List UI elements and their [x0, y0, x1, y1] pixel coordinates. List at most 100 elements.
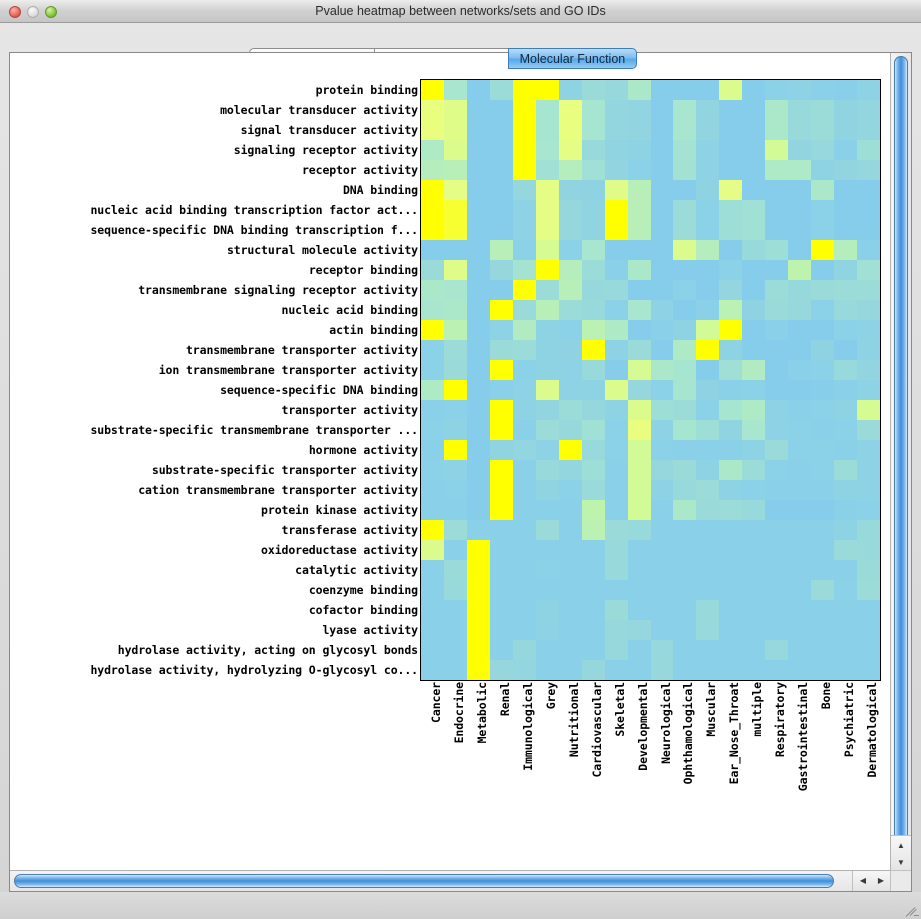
heatmap-cell[interactable] [466, 200, 490, 220]
heatmap-cell[interactable] [719, 80, 743, 100]
heatmap-cell[interactable] [489, 500, 513, 520]
heatmap-cell[interactable] [466, 360, 490, 380]
heatmap-cell[interactable] [696, 240, 720, 260]
heatmap-cell[interactable] [811, 100, 835, 120]
heatmap-cell[interactable] [834, 200, 858, 220]
heatmap-cell[interactable] [673, 580, 697, 600]
heatmap-cell[interactable] [627, 380, 651, 400]
heatmap-cell[interactable] [719, 180, 743, 200]
heatmap-cell[interactable] [466, 300, 490, 320]
heatmap-cell[interactable] [489, 620, 513, 640]
heatmap-cell[interactable] [466, 100, 490, 120]
heatmap-cell[interactable] [742, 660, 766, 680]
heatmap-cell[interactable] [581, 320, 605, 340]
heatmap-cell[interactable] [742, 300, 766, 320]
heatmap-cell[interactable] [581, 480, 605, 500]
heatmap-cell[interactable] [834, 160, 858, 180]
heatmap-cell[interactable] [742, 540, 766, 560]
heatmap-cell[interactable] [604, 320, 628, 340]
heatmap-cell[interactable] [696, 660, 720, 680]
heatmap-cell[interactable] [627, 140, 651, 160]
heatmap-cell[interactable] [627, 80, 651, 100]
heatmap-cell[interactable] [673, 120, 697, 140]
heatmap-cell[interactable] [719, 380, 743, 400]
heatmap-cell[interactable] [604, 140, 628, 160]
heatmap-cell[interactable] [627, 480, 651, 500]
heatmap-cell[interactable] [696, 200, 720, 220]
heatmap-cell[interactable] [512, 280, 536, 300]
heatmap-cell[interactable] [512, 160, 536, 180]
heatmap-cell[interactable] [857, 580, 880, 600]
heatmap-cell[interactable] [558, 240, 582, 260]
tab-molecular-function[interactable]: Molecular Function [507, 48, 638, 69]
heatmap-cell[interactable] [535, 440, 559, 460]
heatmap-cell[interactable] [742, 200, 766, 220]
heatmap-cell[interactable] [581, 600, 605, 620]
heatmap-cell[interactable] [811, 660, 835, 680]
heatmap-cell[interactable] [788, 460, 812, 480]
heatmap-cell[interactable] [673, 360, 697, 380]
heatmap-cell[interactable] [811, 420, 835, 440]
heatmap-cell[interactable] [719, 400, 743, 420]
heatmap-cell[interactable] [421, 160, 444, 180]
heatmap-cell[interactable] [489, 180, 513, 200]
horizontal-scroll-thumb[interactable] [14, 874, 834, 888]
heatmap-cell[interactable] [742, 480, 766, 500]
heatmap-cell[interactable] [512, 440, 536, 460]
heatmap-cell[interactable] [742, 500, 766, 520]
heatmap-cell[interactable] [489, 520, 513, 540]
heatmap-cell[interactable] [788, 240, 812, 260]
heatmap-cell[interactable] [604, 380, 628, 400]
heatmap-cell[interactable] [581, 80, 605, 100]
heatmap-cell[interactable] [811, 240, 835, 260]
heatmap-cell[interactable] [466, 240, 490, 260]
heatmap-cell[interactable] [489, 560, 513, 580]
heatmap-cell[interactable] [857, 440, 880, 460]
heatmap-cell[interactable] [604, 420, 628, 440]
heatmap-cell[interactable] [742, 600, 766, 620]
heatmap-cell[interactable] [558, 400, 582, 420]
heatmap-cell[interactable] [857, 100, 880, 120]
heatmap-cell[interactable] [627, 160, 651, 180]
heatmap-cell[interactable] [788, 260, 812, 280]
heatmap-cell[interactable] [673, 460, 697, 480]
heatmap-cell[interactable] [788, 400, 812, 420]
heatmap-cell[interactable] [535, 520, 559, 540]
heatmap-cell[interactable] [765, 460, 789, 480]
heatmap-cell[interactable] [765, 480, 789, 500]
heatmap-cell[interactable] [719, 460, 743, 480]
heatmap-cell[interactable] [696, 580, 720, 600]
heatmap-cell[interactable] [673, 660, 697, 680]
heatmap-cell[interactable] [650, 540, 674, 560]
heatmap-cell[interactable] [834, 520, 858, 540]
heatmap-cell[interactable] [581, 220, 605, 240]
heatmap-cell[interactable] [696, 140, 720, 160]
heatmap-cell[interactable] [489, 380, 513, 400]
heatmap-cell[interactable] [627, 100, 651, 120]
heatmap-cell[interactable] [719, 200, 743, 220]
heatmap-cell[interactable] [627, 560, 651, 580]
heatmap-cell[interactable] [535, 560, 559, 580]
heatmap-cell[interactable] [421, 140, 444, 160]
heatmap-cell[interactable] [673, 380, 697, 400]
heatmap-cell[interactable] [581, 160, 605, 180]
heatmap-cell[interactable] [742, 240, 766, 260]
heatmap-cell[interactable] [466, 120, 490, 140]
heatmap-cell[interactable] [857, 600, 880, 620]
heatmap-cell[interactable] [650, 320, 674, 340]
heatmap-cell[interactable] [673, 100, 697, 120]
heatmap-cell[interactable] [788, 100, 812, 120]
heatmap-cell[interactable] [512, 580, 536, 600]
heatmap-cell[interactable] [421, 100, 444, 120]
heatmap-cell[interactable] [581, 200, 605, 220]
heatmap-cell[interactable] [443, 460, 467, 480]
heatmap-cell[interactable] [489, 440, 513, 460]
heatmap-cell[interactable] [535, 500, 559, 520]
heatmap-cell[interactable] [421, 500, 444, 520]
heatmap-cell[interactable] [604, 220, 628, 240]
heatmap-cell[interactable] [627, 440, 651, 460]
heatmap-cell[interactable] [604, 600, 628, 620]
heatmap-cell[interactable] [535, 660, 559, 680]
heatmap-cell[interactable] [535, 340, 559, 360]
heatmap-cell[interactable] [834, 340, 858, 360]
